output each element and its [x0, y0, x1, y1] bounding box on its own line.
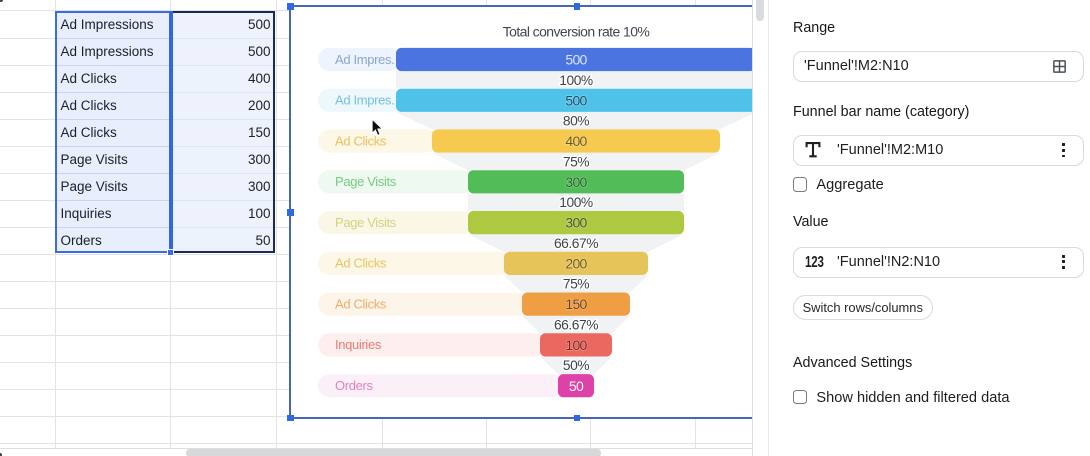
svg-text:66.67%: 66.67%: [554, 236, 598, 251]
svg-text:50: 50: [569, 378, 584, 394]
svg-text:Inquiries: Inquiries: [335, 337, 382, 352]
svg-text:75%: 75%: [563, 154, 589, 169]
svg-text:80%: 80%: [563, 114, 589, 129]
svg-text:75%: 75%: [563, 277, 589, 292]
svg-text:Total conversion rate 10%: Total conversion rate 10%: [503, 23, 650, 39]
svg-text:Ad Clicks: Ad Clicks: [335, 256, 387, 271]
svg-text:300: 300: [566, 174, 588, 190]
svg-text:100%: 100%: [560, 195, 594, 210]
svg-text:Page Visits: Page Visits: [335, 174, 397, 189]
svg-text:400: 400: [566, 133, 588, 149]
svg-text:300: 300: [566, 215, 588, 231]
svg-text:66.67%: 66.67%: [554, 317, 598, 332]
svg-text:Ad Clicks: Ad Clicks: [335, 296, 387, 311]
svg-text:100: 100: [566, 337, 588, 353]
svg-text:Orders: Orders: [335, 378, 373, 393]
svg-text:100%: 100%: [560, 73, 594, 88]
svg-text:Ad Impres.: Ad Impres.: [335, 93, 394, 108]
svg-text:Page Visits: Page Visits: [335, 215, 397, 230]
svg-text:50%: 50%: [563, 358, 589, 373]
svg-text:Ad Clicks: Ad Clicks: [335, 133, 387, 148]
svg-text:500: 500: [566, 52, 588, 68]
svg-text:150: 150: [566, 296, 588, 312]
svg-text:200: 200: [566, 256, 588, 272]
svg-text:Ad Impres.: Ad Impres.: [335, 52, 394, 67]
svg-text:500: 500: [566, 92, 588, 108]
